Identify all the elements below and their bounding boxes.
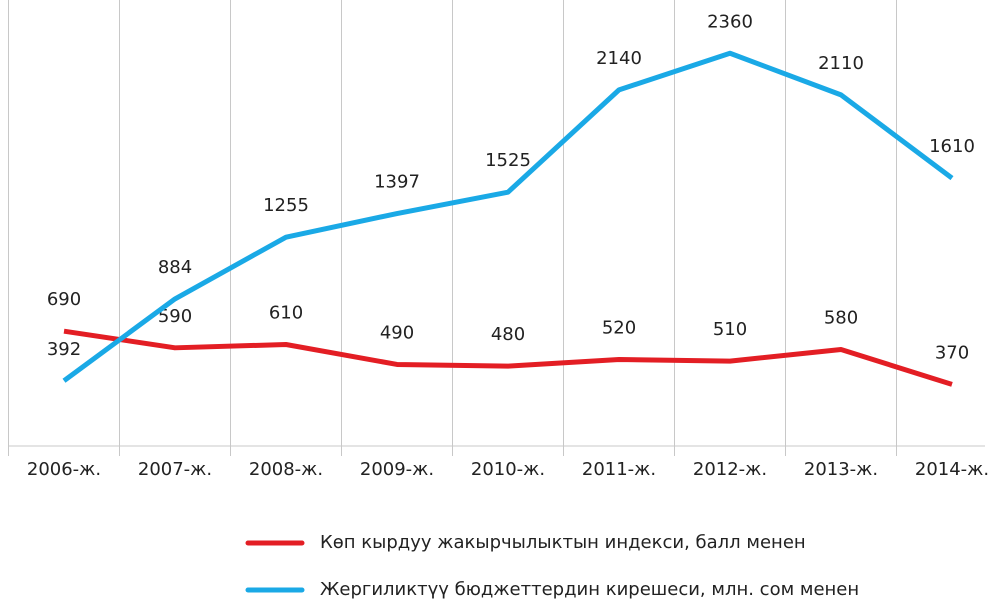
x-tick-label: 2007-ж. bbox=[138, 459, 212, 480]
data-label: 1255 bbox=[263, 195, 309, 216]
data-label: 1525 bbox=[485, 150, 531, 171]
data-label: 510 bbox=[713, 319, 747, 340]
x-tick-label: 2011-ж. bbox=[582, 459, 656, 480]
legend-label: Жергиликтүү бюджеттердин кирешеси, млн. … bbox=[320, 579, 859, 600]
data-label: 480 bbox=[491, 324, 525, 345]
x-tick-label: 2006-ж. bbox=[27, 459, 101, 480]
data-label: 590 bbox=[158, 306, 192, 327]
data-label: 520 bbox=[602, 317, 636, 338]
data-label: 1610 bbox=[929, 136, 975, 157]
data-label: 610 bbox=[269, 302, 303, 323]
data-label: 2360 bbox=[707, 11, 753, 32]
x-tick-label: 2014-ж. bbox=[915, 459, 989, 480]
x-tick-label: 2009-ж. bbox=[360, 459, 434, 480]
legend-label: Көп кырдуу жакырчылыктын индекси, балл м… bbox=[320, 532, 806, 553]
data-label: 1397 bbox=[374, 172, 420, 193]
data-label: 884 bbox=[158, 257, 192, 278]
data-label: 580 bbox=[824, 307, 858, 328]
data-label: 392 bbox=[47, 339, 81, 360]
data-label: 490 bbox=[380, 322, 414, 343]
x-tick-label: 2010-ж. bbox=[471, 459, 545, 480]
x-tick-label: 2013-ж. bbox=[804, 459, 878, 480]
data-label: 2140 bbox=[596, 48, 642, 69]
data-label: 690 bbox=[47, 289, 81, 310]
x-tick-label: 2008-ж. bbox=[249, 459, 323, 480]
x-tick-label: 2012-ж. bbox=[693, 459, 767, 480]
series-line bbox=[63, 328, 953, 387]
data-label: 2110 bbox=[818, 53, 864, 74]
data-label: 370 bbox=[935, 342, 969, 363]
series-line bbox=[62, 50, 954, 383]
